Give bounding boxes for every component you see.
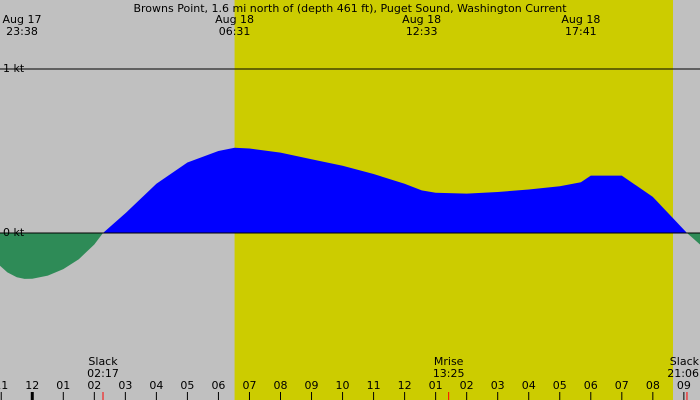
event-date-label: Aug 17 [3,13,42,26]
bottom-event-label: Mrise [434,355,464,368]
hour-label: 05 [180,379,194,392]
hour-label: 01 [56,379,70,392]
event-date-label: Aug 18 [402,13,441,26]
hour-label: 02 [460,379,474,392]
event-time-label: 12:33 [406,25,438,38]
hour-label: 03 [118,379,132,392]
hour-label: 11 [367,379,381,392]
bottom-event-label: Slack [88,355,118,368]
hour-label: 12 [398,379,412,392]
hour-label: 10 [336,379,350,392]
hour-label: 11 [0,379,8,392]
hour-label: 12 [25,379,39,392]
hour-label: 04 [149,379,163,392]
flood-current-area [103,147,687,233]
bottom-event-time: 02:17 [87,367,119,380]
bottom-event-time: 13:25 [433,367,465,380]
hour-label: 07 [242,379,256,392]
bottom-event-label: Slack [670,355,700,368]
hour-label: 02 [87,379,101,392]
bottom-event-time: 21:06 [667,367,699,380]
hour-label: 08 [646,379,660,392]
hour-label: 09 [305,379,319,392]
hour-label: 06 [211,379,225,392]
event-date-label: Aug 18 [561,13,600,26]
hour-label: 01 [429,379,443,392]
hour-label: 09 [677,379,691,392]
y-tick-label: 0 kt [3,226,25,239]
hour-label: 03 [491,379,505,392]
y-tick-label: 1 kt [3,62,25,75]
hour-label: 04 [522,379,536,392]
hour-label: 07 [615,379,629,392]
hour-label: 06 [584,379,598,392]
ebb-current-area [0,233,700,279]
event-time-label: 17:41 [565,25,597,38]
chart-title: Browns Point, 1.6 mi north of (depth 461… [133,2,567,15]
event-time-label: 23:38 [6,25,38,38]
event-date-label: Aug 18 [215,13,254,26]
event-time-label: 06:31 [219,25,251,38]
hour-label: 05 [553,379,567,392]
hour-label: 08 [273,379,287,392]
